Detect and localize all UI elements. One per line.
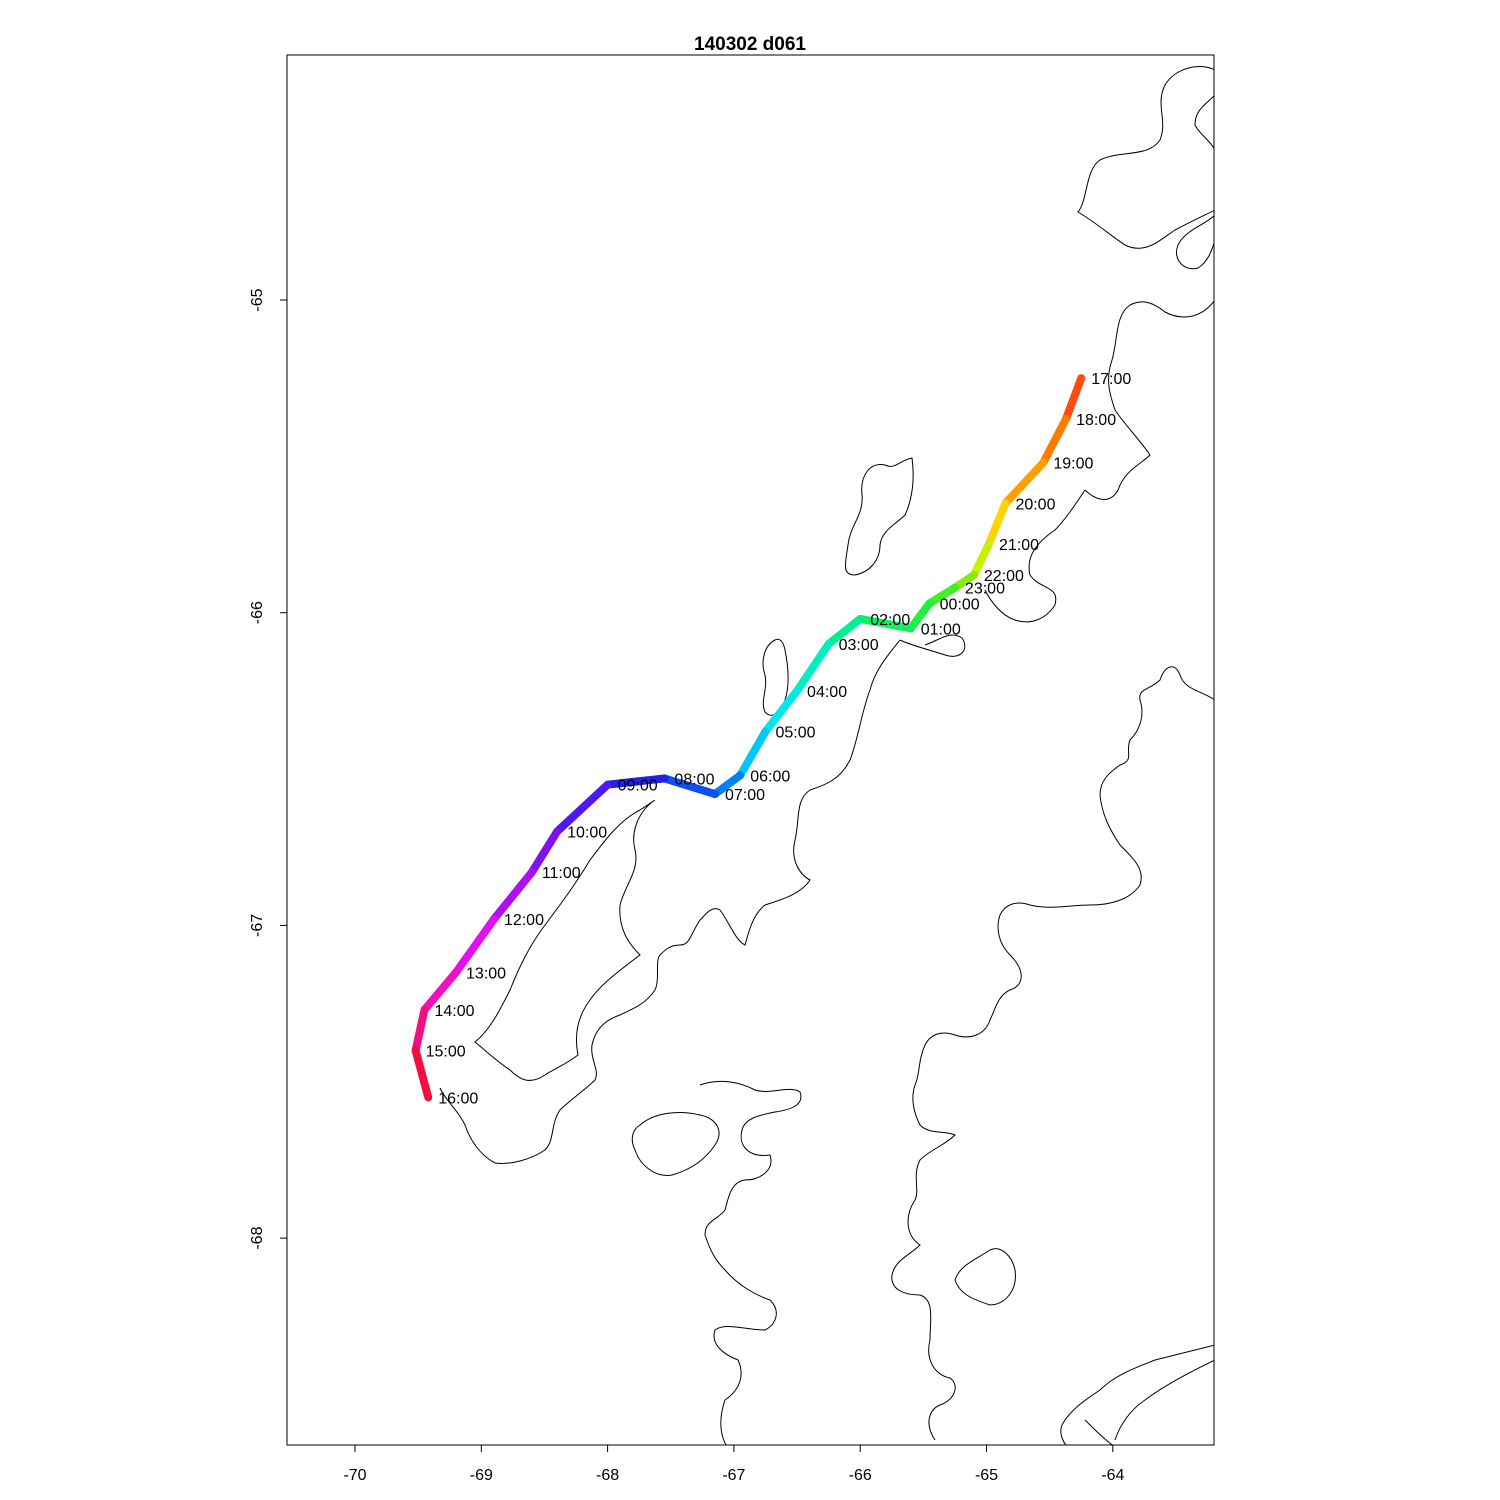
time-label: 11:00: [542, 865, 581, 882]
track-segment: [1062, 374, 1086, 423]
coastline-ne-island-4: [1084, 300, 1214, 500]
x-tick-label: -68: [596, 1467, 619, 1484]
x-tick-label: -66: [849, 1467, 872, 1484]
time-label: 17:00: [1091, 371, 1131, 388]
y-axis: -65 -66 -67 -68: [249, 288, 287, 1250]
track-segment: [906, 599, 934, 633]
track-segment: [660, 774, 719, 799]
coastline-ne-island-3: [1176, 215, 1214, 270]
x-tick-label: -67: [722, 1467, 745, 1484]
time-label: 14:00: [434, 1003, 474, 1020]
time-label: 13:00: [466, 965, 506, 982]
track-segment: [985, 499, 1010, 548]
coastline-mid-island: [844, 457, 914, 576]
track-segment: [411, 1005, 429, 1055]
time-label: 03:00: [839, 637, 879, 654]
map-title: 140302 d061: [694, 34, 806, 55]
time-label: 20:00: [1015, 496, 1055, 513]
coastline-se-shore: [1060, 1344, 1214, 1445]
time-label: 10:00: [567, 825, 607, 842]
time-label: 00:00: [940, 596, 980, 613]
track-segment: [420, 968, 461, 1014]
y-tick-label: -65: [249, 288, 266, 311]
track-segment: [761, 686, 802, 736]
time-label: 16:00: [438, 1090, 478, 1107]
time-label: 09:00: [618, 778, 658, 795]
time-label: 12:00: [504, 912, 544, 929]
track-segment: [856, 614, 915, 633]
time-label: 01:00: [921, 621, 961, 638]
track-segment: [452, 915, 498, 977]
coastline-inner-island: [474, 799, 656, 1081]
x-tick-label: -70: [343, 1467, 366, 1484]
coastline-layer: [439, 66, 1214, 1445]
coastline-south-island-1: [699, 1080, 802, 1445]
track-segment: [1001, 458, 1048, 508]
track-segment: [969, 539, 994, 580]
ship-track: [411, 374, 1086, 1102]
time-label: 15:00: [426, 1043, 466, 1060]
time-label: 04:00: [807, 684, 847, 701]
y-tick-label: -67: [249, 914, 266, 937]
time-label: 05:00: [775, 725, 815, 742]
track-segment: [736, 727, 770, 780]
track-segment: [603, 774, 669, 789]
time-label: 23:00: [965, 581, 1005, 598]
time-label: 07:00: [725, 787, 765, 804]
time-label: 19:00: [1053, 456, 1093, 473]
x-tick-label: -65: [975, 1467, 998, 1484]
x-axis: -70 -69 -68 -67 -66 -65 -64: [343, 1445, 1124, 1484]
track-segment: [489, 868, 536, 924]
track-segment: [710, 771, 745, 799]
x-tick-label: -69: [470, 1467, 493, 1484]
track-segment: [1039, 414, 1071, 467]
coastline-south-island-2: [631, 1111, 720, 1176]
time-label: 08:00: [674, 771, 714, 788]
time-label: 22:00: [984, 568, 1024, 585]
coastline-ne-island-5: [984, 489, 1086, 623]
track-segment: [411, 1046, 433, 1102]
time-label: 06:00: [750, 768, 790, 785]
time-labels: 17:00 18:00 19:00 20:00 21:00 22:0023:0000:00…: [426, 371, 1132, 1107]
time-label: 21:00: [999, 537, 1039, 554]
track-segment: [527, 827, 562, 877]
coastline-ne-island-1: [1077, 66, 1214, 249]
y-tick-label: -68: [249, 1226, 266, 1249]
coastline-west-peninsula: [439, 634, 966, 1164]
coastline-ne-island-2: [1194, 95, 1214, 150]
track-segment: [824, 614, 865, 648]
y-tick-label: -66: [249, 601, 266, 624]
track-segment: [793, 639, 833, 695]
coastline-east-mainland: [891, 666, 1214, 1441]
x-tick-label: -64: [1101, 1467, 1124, 1484]
coastline-east-inlet: [954, 1248, 1016, 1306]
track-segment: [925, 583, 959, 608]
track-segment: [553, 780, 612, 836]
time-label: 02:00: [870, 612, 910, 629]
time-label: 18:00: [1076, 412, 1116, 429]
